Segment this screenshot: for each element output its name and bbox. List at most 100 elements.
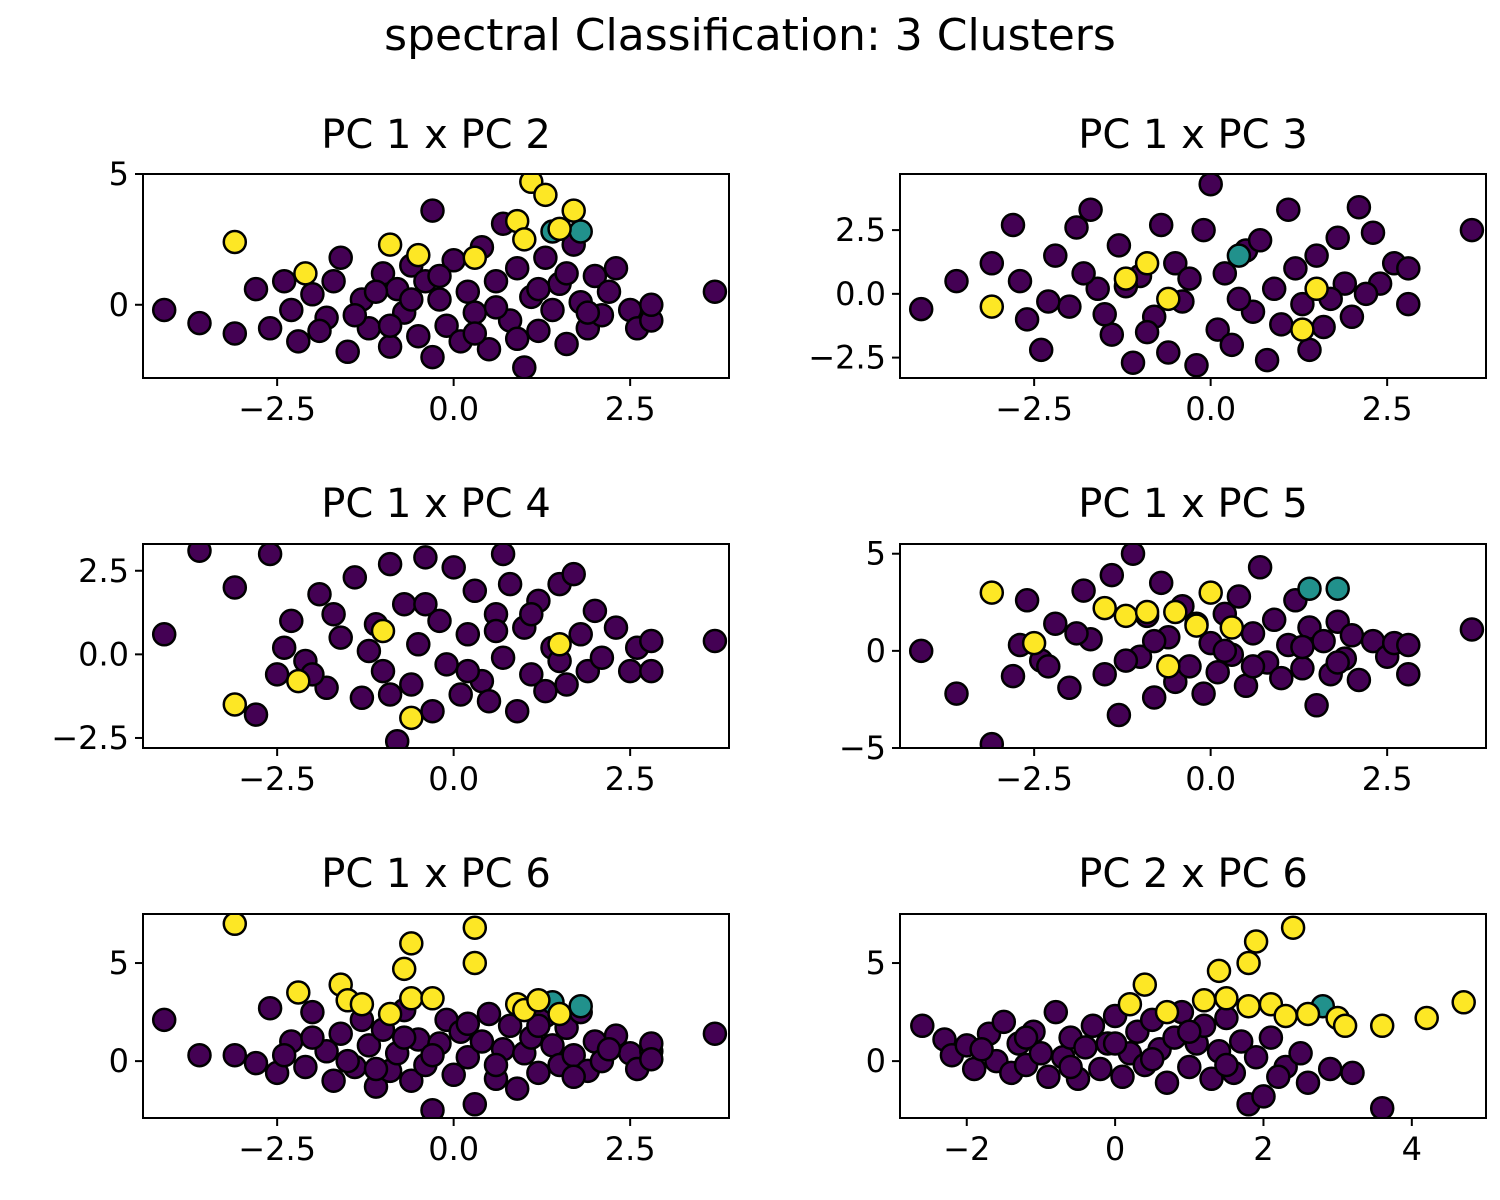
data-point xyxy=(363,279,389,304)
data-point xyxy=(504,326,530,352)
data-point xyxy=(1191,681,1216,706)
data-point xyxy=(1141,628,1167,654)
data-point xyxy=(1132,972,1158,997)
data-point xyxy=(1071,578,1096,603)
data-point xyxy=(1236,950,1261,976)
data-point xyxy=(1064,215,1089,240)
x-tick-label: 2.5 xyxy=(1362,760,1413,798)
data-point xyxy=(1451,990,1476,1015)
data-point xyxy=(568,622,593,647)
data-point xyxy=(307,318,332,344)
data-point xyxy=(1332,271,1358,296)
data-point xyxy=(1163,599,1188,625)
data-point xyxy=(356,638,382,664)
data-point xyxy=(462,1092,488,1117)
data-point xyxy=(561,1064,586,1090)
data-point xyxy=(1247,555,1273,580)
data-point xyxy=(391,956,417,982)
data-point xyxy=(377,334,403,359)
data-point xyxy=(377,551,403,577)
subplot-pc1-pc6: PC 1 x PC 6 −2.5 0.0 2.5 0 5 xyxy=(109,851,730,1168)
subplot-title: PC 1 x PC 4 xyxy=(321,481,551,527)
data-point xyxy=(1346,667,1372,693)
data-point xyxy=(908,296,934,322)
data-point xyxy=(1325,576,1350,601)
data-point xyxy=(455,622,481,647)
data-point xyxy=(349,685,375,711)
data-point xyxy=(427,263,452,289)
data-point xyxy=(1269,665,1294,691)
data-point xyxy=(910,1013,935,1039)
data-point xyxy=(547,216,572,242)
data-point xyxy=(1290,291,1315,317)
data-point xyxy=(342,565,368,590)
data-point xyxy=(1177,266,1202,291)
data-point xyxy=(377,1001,403,1027)
data-point xyxy=(603,255,629,281)
y-tick-label: 0 xyxy=(109,1042,129,1080)
data-point xyxy=(1148,212,1174,238)
data-point xyxy=(1036,654,1061,679)
data-point xyxy=(533,245,558,270)
data-point xyxy=(1156,286,1181,312)
data-point xyxy=(1226,286,1252,312)
data-point xyxy=(1214,986,1239,1011)
data-point xyxy=(1369,1013,1395,1039)
x-tick-label: 0.0 xyxy=(428,760,479,798)
data-point xyxy=(1120,544,1146,566)
data-point xyxy=(1102,1031,1128,1056)
x-tick-label: −2 xyxy=(943,1130,990,1168)
data-point xyxy=(1110,1064,1135,1090)
data-point xyxy=(384,729,410,748)
data-point xyxy=(1339,623,1365,648)
x-tick-label: 4 xyxy=(1402,1130,1422,1168)
data-point xyxy=(321,601,346,627)
y-tick-label: −2.5 xyxy=(51,719,129,757)
data-point xyxy=(257,316,283,341)
x-tick-label: 0 xyxy=(1105,1130,1125,1168)
data-point xyxy=(1007,268,1033,294)
data-point xyxy=(420,1097,445,1118)
x-tick-label: 2.5 xyxy=(605,390,656,428)
data-point xyxy=(243,276,269,302)
data-point xyxy=(1106,233,1132,258)
x-tick-label: 0.0 xyxy=(428,390,479,428)
data-point xyxy=(1113,648,1139,673)
data-point xyxy=(1205,317,1230,342)
data-point xyxy=(427,287,452,312)
data-point xyxy=(1154,1070,1180,1095)
data-point xyxy=(1013,1025,1039,1050)
data-point xyxy=(1311,628,1336,654)
data-point xyxy=(1134,599,1160,625)
data-point xyxy=(1304,243,1329,268)
data-point xyxy=(1154,999,1180,1025)
data-point xyxy=(399,672,424,697)
data-point xyxy=(151,297,177,323)
data-point xyxy=(497,1013,523,1039)
data-point xyxy=(243,702,269,727)
y-tick-label: −2.5 xyxy=(808,339,886,377)
x-tick-label: 0.0 xyxy=(428,1130,479,1168)
x-tick-label: −2.5 xyxy=(238,1130,316,1168)
data-point xyxy=(300,999,325,1025)
data-point xyxy=(1036,289,1061,314)
scatter-points xyxy=(151,544,728,748)
data-point xyxy=(526,988,551,1013)
data-point xyxy=(427,608,452,634)
data-point xyxy=(1346,194,1372,220)
data-point xyxy=(413,545,438,570)
y-tick-label: 0.0 xyxy=(78,635,129,673)
scatter-points xyxy=(910,915,1476,1118)
data-point xyxy=(1000,212,1026,238)
data-point xyxy=(526,1013,551,1039)
data-point xyxy=(1092,661,1117,687)
data-point xyxy=(420,198,445,223)
y-tick-label: 0.0 xyxy=(835,275,886,313)
data-point xyxy=(293,261,318,286)
data-point xyxy=(1080,1013,1106,1039)
data-point xyxy=(1177,1054,1202,1080)
data-point xyxy=(399,931,424,956)
data-point xyxy=(1141,685,1167,710)
data-point xyxy=(1243,1044,1269,1070)
